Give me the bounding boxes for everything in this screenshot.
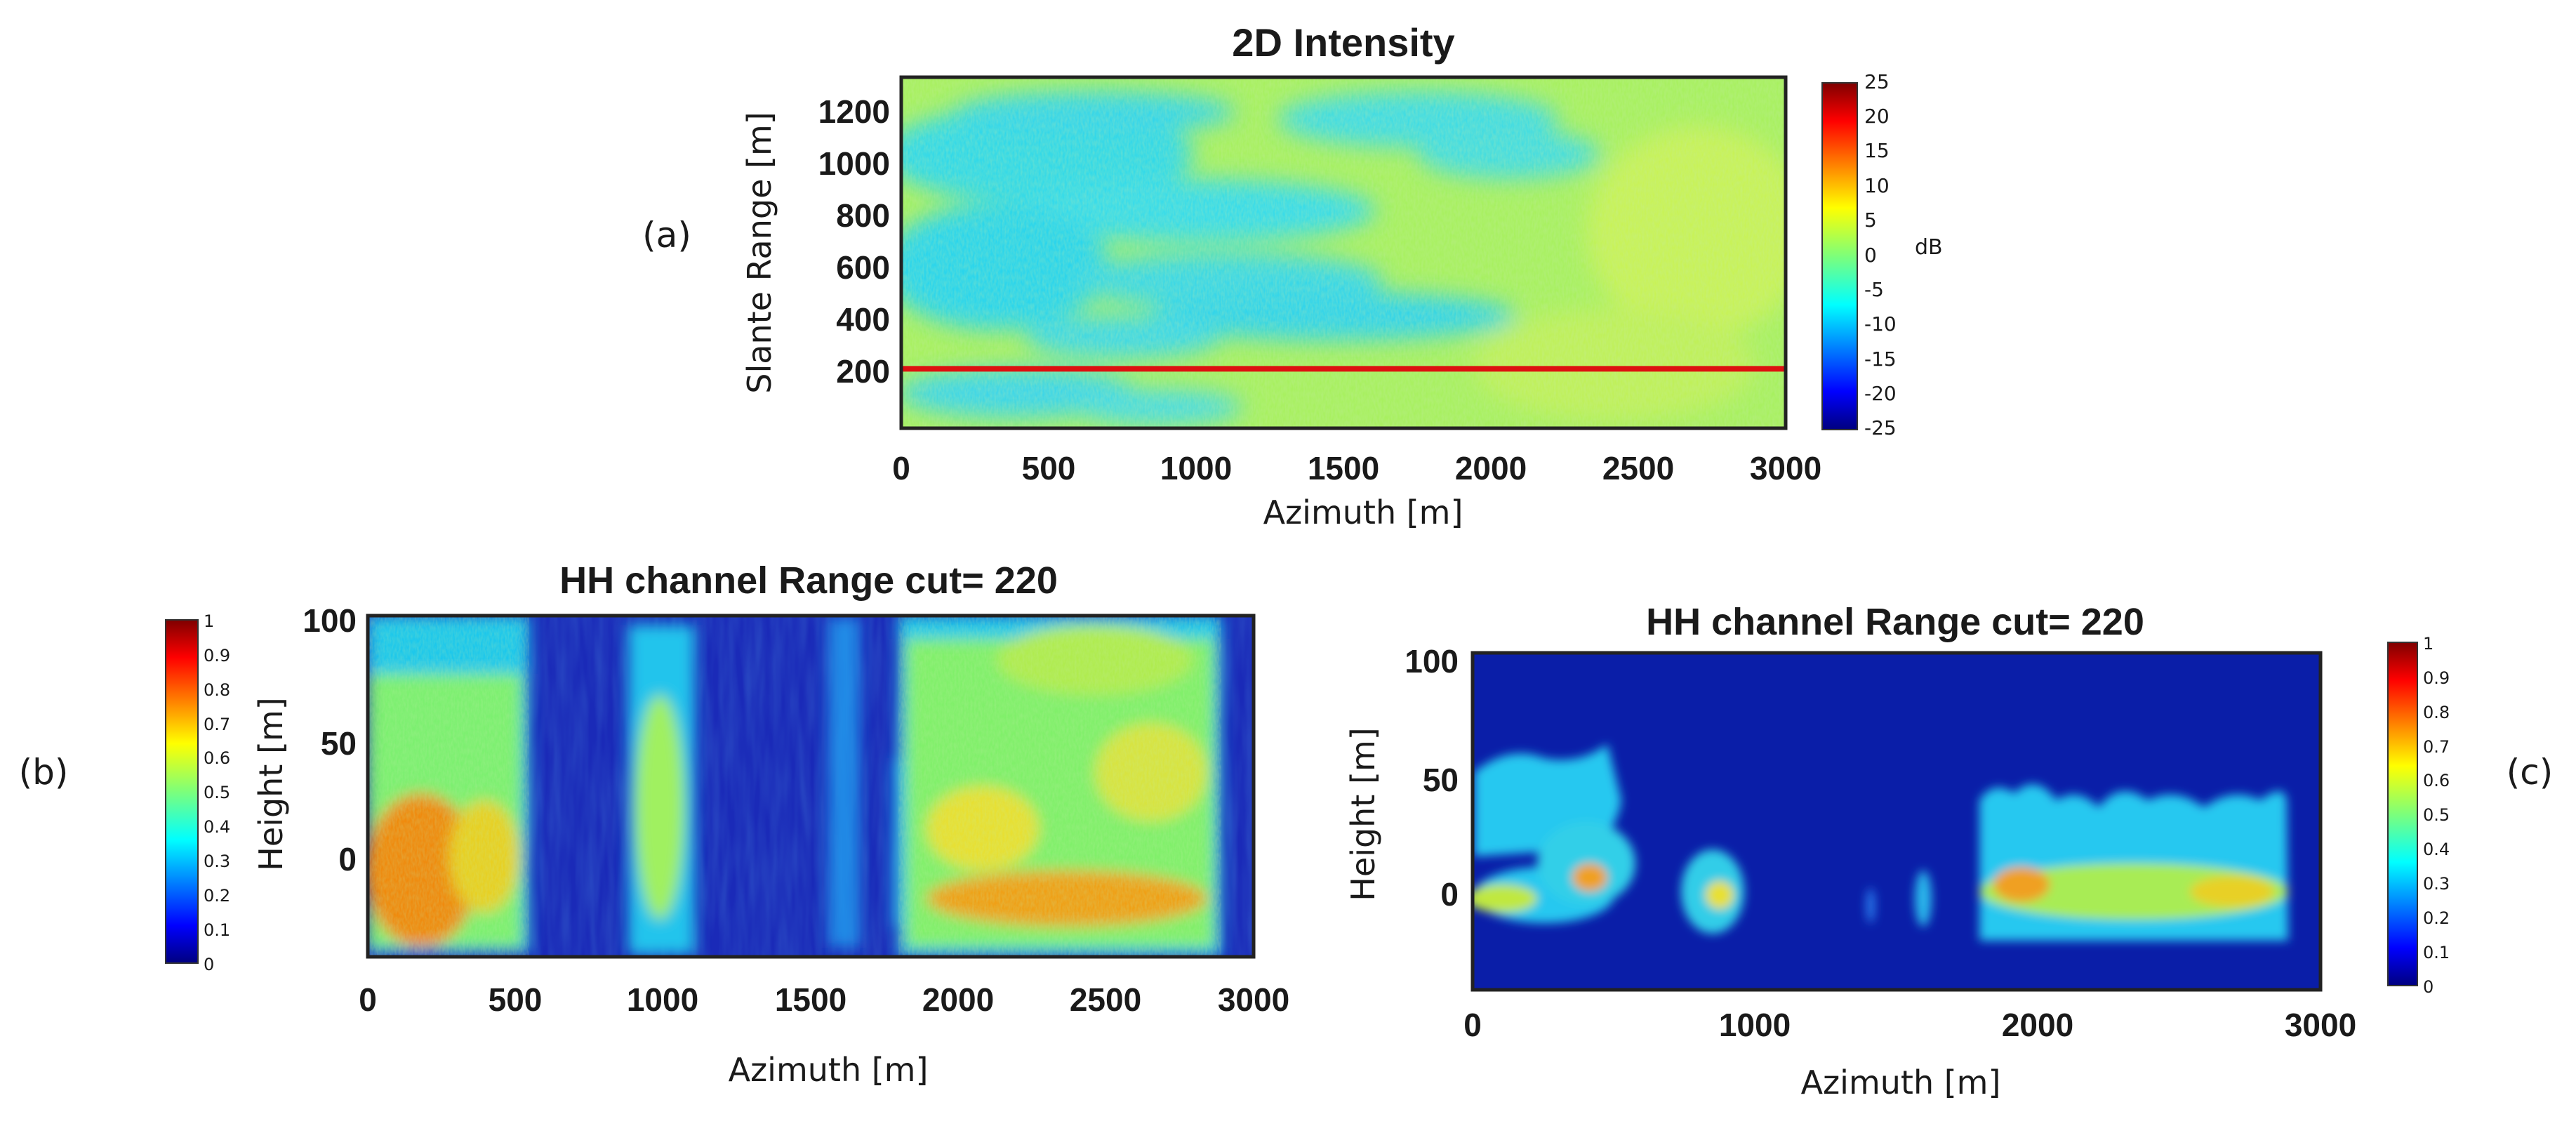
xtick: 1000 (1160, 450, 1232, 486)
panel-a: (a) 2D Intensity (642, 20, 1942, 531)
cbar-tick: 0 (2423, 977, 2434, 997)
panel-c-xlabel: Azimuth [m] (1801, 1064, 2001, 1101)
panel-c-xticks: 0 1000 2000 3000 (1463, 1007, 2356, 1043)
panel-c: (c) HH channel Range cut= 220 (1344, 601, 2553, 1101)
ytick: 50 (321, 725, 357, 762)
panel-b-title: HH channel Range cut= 220 (559, 559, 1058, 602)
xtick: 2000 (922, 981, 994, 1018)
cbar-tick: 0.5 (2423, 805, 2450, 825)
panel-b-xlabel: Azimuth [m] (729, 1051, 929, 1089)
cbar-tick: 0.7 (2423, 737, 2450, 757)
cbar-tick: 0.3 (2423, 874, 2450, 894)
xtick: 0 (359, 981, 377, 1018)
panel-b-heatmap (368, 616, 1254, 957)
xtick: 2000 (2002, 1007, 2073, 1043)
cbar-tick: 0.4 (204, 817, 230, 837)
panel-b-ylabel: Height [m] (252, 697, 290, 870)
xtick: 500 (1022, 450, 1076, 486)
panel-b-label: (b) (19, 752, 69, 793)
ytick: 600 (836, 249, 890, 286)
ytick: 1000 (818, 145, 890, 182)
panel-a-xticks: 0 500 1000 1500 2000 2500 3000 (892, 450, 1821, 486)
xtick: 1500 (1308, 450, 1379, 486)
cbar-tick: 0.1 (2423, 943, 2450, 962)
panel-c-title: HH channel Range cut= 220 (1646, 601, 2144, 643)
panel-b-colorbar (165, 619, 199, 964)
ytick: 200 (836, 353, 890, 390)
xtick: 500 (489, 981, 543, 1018)
xtick: 1000 (1719, 1007, 1791, 1043)
cbar-tick: -5 (1864, 278, 1884, 301)
xtick: 2500 (1602, 450, 1674, 486)
cbar-tick: 0.6 (2423, 771, 2450, 790)
panel-a-frame (899, 75, 1788, 430)
cbar-tick: -25 (1864, 416, 1897, 439)
cbar-tick: -20 (1864, 382, 1897, 405)
panel-a-ylabel: Slante Range [m] (741, 112, 778, 393)
cbar-tick: 0.7 (204, 715, 230, 734)
xtick: 2000 (1455, 450, 1527, 486)
xtick: 0 (892, 450, 910, 486)
ytick: 0 (1440, 876, 1459, 913)
panel-c-heatmap (1473, 653, 2321, 990)
cbar-tick: 0.6 (204, 748, 230, 768)
xtick: 3000 (1750, 450, 1821, 486)
panel-b-frame (366, 614, 1256, 959)
panel-a-colorbar (1821, 82, 1858, 430)
panel-a-title: 2D Intensity (1232, 20, 1454, 65)
panel-b-colorbar-ticks: 1 0.9 0.8 0.7 0.6 0.5 0.4 0.3 0.2 0.1 0 (204, 611, 230, 974)
ytick: 100 (1405, 643, 1459, 680)
cbar-tick: 25 (1864, 70, 1890, 93)
cbar-tick: 0.9 (204, 646, 230, 665)
cbar-tick: 0.2 (204, 886, 230, 906)
xtick: 3000 (1218, 981, 1289, 1018)
panel-a-label: (a) (642, 215, 691, 256)
cbar-tick: 0.8 (2423, 703, 2450, 722)
panel-a-colorbar-unit: dB (1915, 235, 1943, 260)
cbar-tick: 0.1 (204, 920, 230, 940)
ytick: 50 (1423, 762, 1459, 798)
ytick: 1200 (818, 93, 890, 130)
panel-c-frame (1470, 651, 2323, 992)
cbar-tick: 5 (1864, 208, 1877, 232)
panel-c-colorbar-ticks: 1 0.9 0.8 0.7 0.6 0.5 0.4 0.3 0.2 0.1 0 (2423, 634, 2450, 997)
cbar-tick: 0 (1864, 244, 1877, 267)
cbar-tick: -10 (1864, 312, 1897, 336)
cbar-tick: 1 (204, 611, 214, 631)
ytick: 400 (836, 301, 890, 338)
cbar-tick: 20 (1864, 105, 1890, 128)
panel-b-yticks: 100 50 0 (303, 602, 357, 877)
cbar-tick: 0.3 (204, 852, 230, 871)
panel-c-colorbar (2387, 642, 2418, 986)
ytick: 0 (338, 841, 357, 877)
cbar-tick: 0 (204, 955, 214, 974)
xtick: 3000 (2285, 1007, 2356, 1043)
xtick: 0 (1463, 1007, 1482, 1043)
panel-a-colorbar-ticks: 25 20 15 10 5 0 -5 -10 -15 -20 -25 (1864, 70, 1897, 439)
cbar-tick: 1 (2423, 634, 2434, 654)
cbar-tick: 0.4 (2423, 840, 2450, 859)
ytick: 100 (303, 602, 357, 639)
panel-c-ylabel: Height [m] (1344, 727, 1382, 901)
cbar-tick: 15 (1864, 139, 1890, 162)
panel-a-xlabel: Azimuth [m] (1263, 494, 1463, 531)
panel-c-yticks: 100 50 0 (1405, 643, 1459, 913)
cbar-tick: -15 (1864, 347, 1897, 371)
panel-b: (b) HH channel Range cut= 220 (19, 559, 1290, 1089)
cbar-tick: 0.8 (204, 680, 230, 700)
panel-a-heatmap (901, 77, 1786, 428)
panel-a-yticks: 200 400 600 800 1000 1200 (818, 93, 890, 390)
xtick: 2500 (1070, 981, 1141, 1018)
panel-b-xticks: 0 500 1000 1500 2000 2500 3000 (359, 981, 1289, 1018)
xtick: 1500 (775, 981, 847, 1018)
cbar-tick: 10 (1864, 174, 1890, 197)
xtick: 1000 (627, 981, 698, 1018)
cbar-tick: 0.9 (2423, 668, 2450, 688)
cbar-tick: 0.2 (2423, 908, 2450, 928)
cbar-tick: 0.5 (204, 783, 230, 802)
ytick: 800 (836, 197, 890, 234)
panel-c-label: (c) (2507, 752, 2554, 793)
